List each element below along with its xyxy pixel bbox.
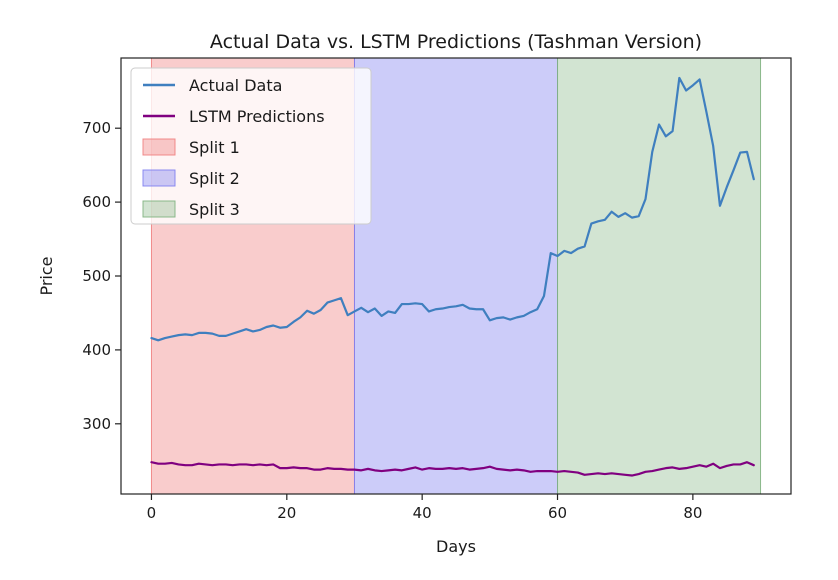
span-split-2 xyxy=(354,58,558,494)
legend: Actual Data LSTM Predictions Split 1 Split … xyxy=(130,67,372,225)
legend-box xyxy=(130,67,372,225)
y-tick-label: 700 xyxy=(82,119,111,137)
y-tick-label: 300 xyxy=(82,415,111,433)
series-line-actual-data xyxy=(150,76,755,342)
chart-title: Actual Data vs. LSTM Predictions (Tashma… xyxy=(210,31,702,53)
y-tick-label: 400 xyxy=(82,341,111,359)
legend-swatch-split-1 xyxy=(142,138,176,156)
x-tick-label: 20 xyxy=(277,504,296,522)
x-tick-label: 80 xyxy=(683,504,702,522)
series-lines xyxy=(150,76,755,477)
x-axis-label: Days xyxy=(436,537,476,556)
legend-swatch-split-2 xyxy=(142,169,176,187)
legend-label-split-3: Split 3 xyxy=(189,200,240,219)
y-axis-label: Price xyxy=(37,256,56,295)
x-tick-label: 60 xyxy=(548,504,567,522)
x-tick-label: 0 xyxy=(147,504,157,522)
span-split-3 xyxy=(557,58,761,494)
x-tick-label: 40 xyxy=(413,504,432,522)
series-line-lstm-predictions xyxy=(150,461,755,477)
axis-ticks: 0 20 40 60 80 300 400 500 600 700 xyxy=(82,119,702,522)
legend-label-split-2: Split 2 xyxy=(189,169,240,188)
legend-label-split-1: Split 1 xyxy=(189,138,240,157)
series-points-actual-data xyxy=(151,77,754,341)
legend-label-lstm-predictions: LSTM Predictions xyxy=(189,107,325,126)
y-tick-label: 600 xyxy=(82,193,111,211)
legend-label-actual-data: Actual Data xyxy=(189,76,282,95)
series-points-lstm-predictions xyxy=(151,462,754,476)
legend-swatch-split-3 xyxy=(142,200,176,218)
y-tick-label: 500 xyxy=(82,267,111,285)
